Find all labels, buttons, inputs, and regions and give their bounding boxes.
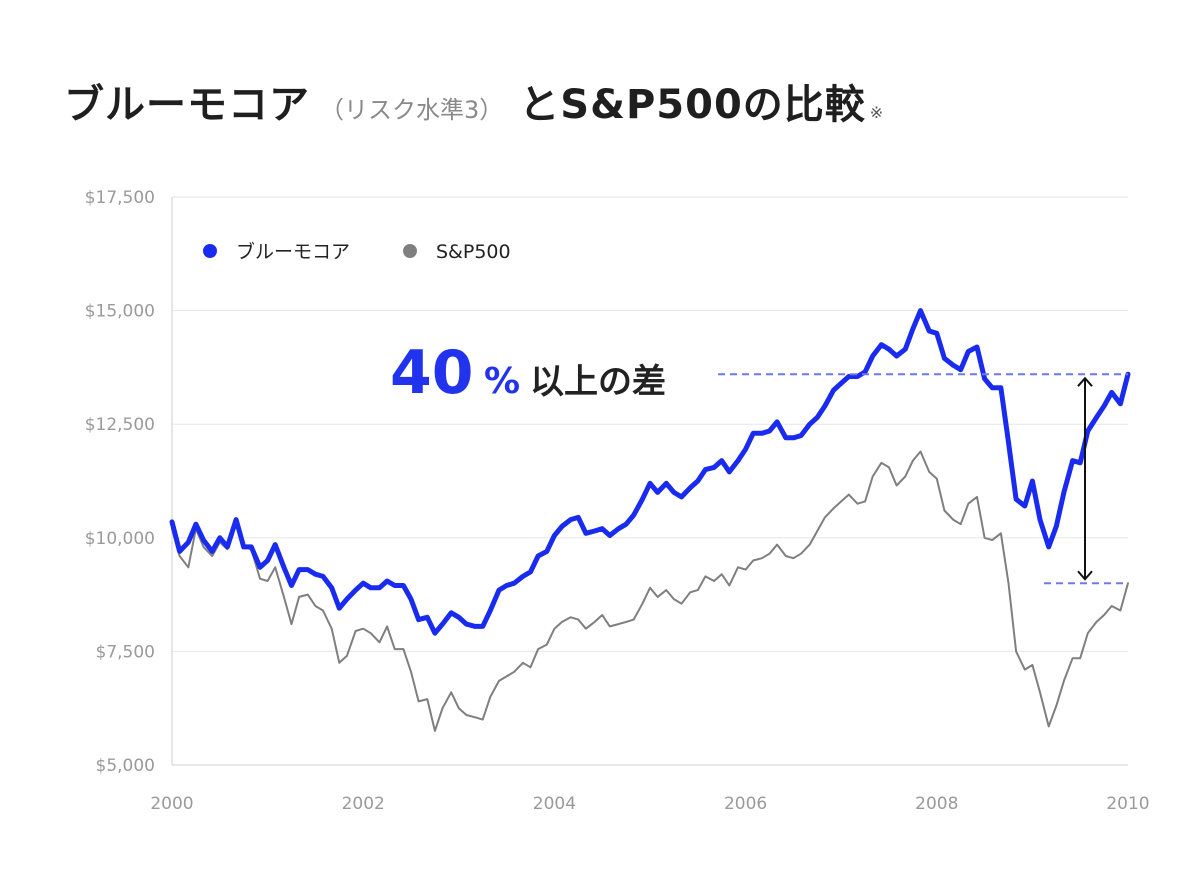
annotation-text: 以上の差 [530, 362, 666, 402]
y-axis: $5,000 $7,500 $10,000 $12,500 $15,000 $17,500 [85, 188, 155, 776]
x-axis: 2000 2002 2004 2006 2008 2010 [150, 794, 1149, 814]
x-tick-label: 2008 [915, 794, 958, 814]
grid-lines [171, 196, 1128, 766]
x-tick-label: 2006 [724, 794, 767, 814]
legend-marker-bluemocoa [203, 244, 217, 258]
x-tick-label: 2010 [1106, 794, 1149, 814]
annotation-number: 40 [390, 338, 474, 408]
x-tick-label: 2002 [342, 794, 385, 814]
title-main: ブルーモコア [64, 82, 310, 128]
y-tick-label: $15,000 [85, 302, 155, 322]
legend-label-sp500: S&P500 [436, 241, 511, 263]
legend-marker-sp500 [403, 244, 417, 258]
title-sub: （リスク水準3） [320, 96, 504, 124]
difference-marker [718, 373, 1128, 585]
y-tick-label: $10,000 [85, 529, 155, 549]
y-tick-label: $17,500 [85, 188, 155, 208]
y-tick-label: $7,500 [96, 642, 155, 662]
y-tick-label: $5,000 [96, 756, 155, 776]
y-tick-label: $12,500 [85, 415, 155, 435]
x-tick-label: 2000 [150, 794, 193, 814]
legend-label-bluemocoa: ブルーモコア [236, 240, 350, 263]
difference-annotation: 40 % 以上の差 [390, 338, 666, 408]
title-note: ※ [869, 103, 884, 122]
series-line-bluemocoa [169, 308, 1131, 636]
series-group [169, 308, 1131, 732]
arrow-head-up [1077, 376, 1093, 387]
series-line-sp500 [171, 450, 1129, 732]
chart-title: ブルーモコア （リスク水準3） とS&P500の比較 ※ [64, 72, 883, 130]
arrow-head-down [1077, 570, 1093, 581]
legend: ブルーモコア S&P500 [203, 240, 511, 263]
title-main2: とS&P500の比較 [519, 82, 866, 128]
annotation-percent: % [484, 361, 520, 402]
x-tick-label: 2004 [533, 794, 576, 814]
